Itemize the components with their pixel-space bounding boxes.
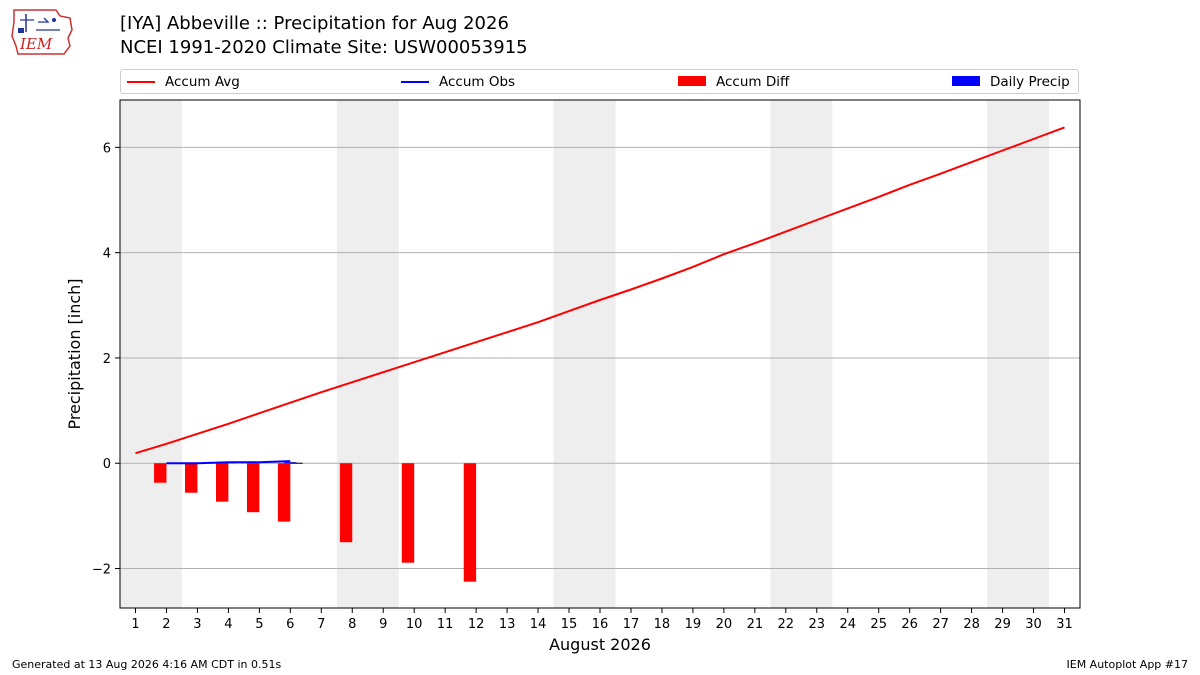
weekend-band [987, 100, 1050, 608]
x-tick-label: 19 [685, 617, 702, 632]
x-tick-label: 21 [747, 617, 764, 632]
x-tick-label: 14 [530, 617, 547, 632]
x-tick-label: 8 [348, 617, 356, 632]
iem-logo-icon: IEM [11, 9, 73, 55]
x-tick-label: 1 [131, 617, 139, 632]
x-tick-label: 16 [592, 617, 609, 632]
y-tick-label: 6 [103, 141, 111, 156]
daily-precip-bar [284, 462, 297, 464]
x-tick-label: 23 [809, 617, 826, 632]
x-tick-label: 15 [561, 617, 578, 632]
y-tick-label: 0 [103, 457, 111, 472]
chart-title: [IYA] Abbeville :: Precipitation for Aug… [120, 13, 509, 34]
x-tick-label: 27 [932, 617, 949, 632]
legend-label-daily-precip: Daily Precip [990, 74, 1070, 90]
x-tick-label: 13 [499, 617, 516, 632]
x-tick-label: 18 [654, 617, 671, 632]
accum-diff-bar [277, 463, 291, 522]
x-tick-label: 9 [379, 617, 387, 632]
y-tick-label: 2 [103, 352, 111, 367]
x-tick-label: 10 [406, 617, 423, 632]
legend-label-accum-obs: Accum Obs [439, 74, 516, 90]
weekend-band [120, 100, 182, 608]
weekend-band [770, 100, 833, 608]
accum-diff-bar [154, 463, 167, 483]
x-tick-label: 12 [468, 617, 485, 632]
x-tick-label: 26 [901, 617, 918, 632]
weekend-band [553, 100, 616, 608]
chart-subtitle: NCEI 1991-2020 Climate Site: USW00053915 [120, 37, 528, 58]
x-tick-label: 7 [317, 617, 325, 632]
legend-label-accum-avg: Accum Avg [165, 74, 240, 90]
x-tick-label: 29 [994, 617, 1011, 632]
accum-diff-bar [401, 463, 415, 563]
x-tick-label: 28 [963, 617, 980, 632]
accum-obs-line [166, 460, 291, 465]
generated-note: Generated at 13 Aug 2026 4:16 AM CDT in … [12, 658, 282, 671]
accum-avg-line [135, 126, 1065, 455]
x-tick-label: 11 [437, 617, 454, 632]
accum-diff-bar [339, 463, 353, 543]
x-tick-label: 5 [255, 617, 263, 632]
accum-diff-bar [185, 463, 198, 493]
x-tick-label: 17 [623, 617, 640, 632]
x-tick-label: 31 [1056, 617, 1073, 632]
x-tick-label: 22 [778, 617, 795, 632]
x-tick-label: 6 [286, 617, 294, 632]
x-tick-label: 24 [839, 617, 856, 632]
legend-swatch-daily-precip [952, 76, 980, 86]
accum-diff-bar [463, 463, 477, 582]
x-tick-label: 4 [224, 617, 232, 632]
legend-swatch-accum-avg [127, 81, 155, 83]
legend: Accum Avg Accum Obs Accum Diff Daily Pre… [120, 69, 1079, 94]
app-note: IEM Autoplot App #17 [1066, 658, 1189, 671]
x-tick-label: 20 [716, 617, 733, 632]
legend-label-accum-diff: Accum Diff [716, 74, 790, 90]
y-tick-label: −2 [92, 563, 111, 578]
x-axis-label: August 2026 [549, 635, 651, 654]
legend-swatch-accum-obs [401, 81, 429, 83]
x-tick-label: 25 [870, 617, 887, 632]
y-tick-label: 4 [103, 247, 111, 262]
y-axis-label: Precipitation [inch] [65, 278, 84, 429]
accum-diff-bar [246, 463, 260, 513]
legend-swatch-accum-diff [678, 76, 706, 86]
x-tick-label: 2 [162, 617, 170, 632]
x-tick-label: 30 [1025, 617, 1042, 632]
logo-text: IEM [19, 35, 53, 53]
accum-diff-bar [216, 463, 229, 502]
x-tick-label: 3 [193, 617, 201, 632]
